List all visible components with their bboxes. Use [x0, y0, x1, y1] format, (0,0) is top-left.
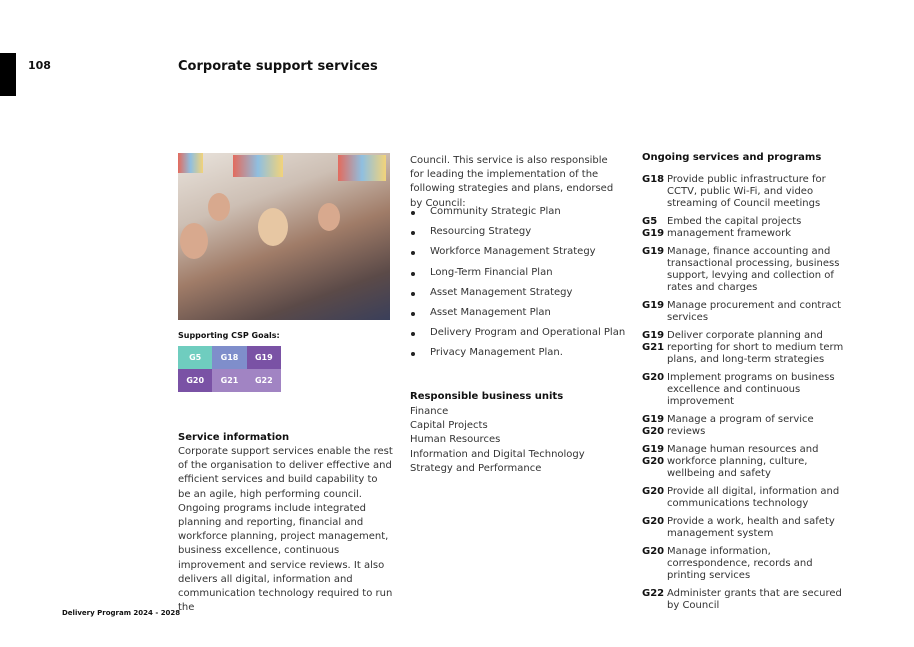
plan-item: Privacy Management Plan.	[410, 347, 625, 367]
ongoing-item: G19 Manage, finance accounting and transa…	[642, 246, 852, 294]
ongoing-item-text: Administer grants that are secured by Co…	[667, 588, 842, 611]
goal-codes: G20	[642, 372, 665, 383]
ongoing-heading: Ongoing services and programs	[642, 152, 822, 163]
ongoing-item: G5 G19 Embed the capital projects managem…	[642, 216, 852, 240]
plan-item: Asset Management Plan	[410, 307, 625, 327]
goal-codes: G19 G20	[642, 444, 665, 467]
ongoing-item: G20 Provide a work, health and safety man…	[642, 516, 852, 540]
business-unit: Capital Projects	[410, 420, 488, 432]
page-title: Corporate support services	[178, 59, 378, 74]
page-tab-marker	[0, 53, 16, 96]
ongoing-item: G20 Provide all digital, information and …	[642, 486, 852, 510]
page-number: 108	[28, 59, 51, 72]
business-unit: Strategy and Performance	[410, 462, 542, 474]
csp-goal-cell: G20	[178, 369, 213, 392]
ongoing-item: G19 G21 Deliver corporate planning and re…	[642, 330, 852, 366]
goal-codes: G19	[642, 246, 665, 257]
ongoing-item-text: Manage a program of service reviews	[667, 414, 814, 437]
ongoing-item-text: Provide public infrastructure for CCTV, …	[667, 174, 826, 209]
plans-list: Community Strategic Plan Resourcing Strat…	[410, 206, 625, 368]
plan-item: Delivery Program and Operational Plan	[410, 327, 625, 347]
ongoing-item-text: Manage human resources and workforce pla…	[667, 444, 819, 479]
csp-goal-cell: G5	[178, 346, 213, 369]
middle-intro: Council. This service is also responsibl…	[410, 155, 614, 209]
goal-codes: G22	[642, 588, 665, 599]
ongoing-item-text: Embed the capital projects management fr…	[667, 216, 802, 239]
goal-codes: G20	[642, 486, 665, 497]
csp-goal-cell: G19	[246, 346, 281, 369]
ongoing-item-text: Manage information, correspondence, reco…	[667, 546, 813, 581]
goal-codes: G18	[642, 174, 665, 185]
ongoing-item: G20 Implement programs on business excell…	[642, 372, 852, 408]
csp-goal-cell: G21	[212, 369, 247, 392]
ongoing-list: G18 Provide public infrastructure for CCT…	[642, 174, 852, 618]
plan-item: Workforce Management Strategy	[410, 246, 625, 266]
ongoing-item: G19 Manage procurement and contract servi…	[642, 300, 852, 324]
ongoing-item: G19 G20 Manage human resources and workfo…	[642, 444, 852, 480]
service-info-heading: Service information	[178, 432, 290, 443]
plan-item: Resourcing Strategy	[410, 226, 625, 246]
goal-codes: G5 G19	[642, 216, 665, 239]
plan-item: Long-Term Financial Plan	[410, 267, 625, 287]
csp-goals-label: Supporting CSP Goals:	[178, 331, 280, 340]
goal-codes: G19 G21	[642, 330, 665, 353]
plan-item: Community Strategic Plan	[410, 206, 625, 226]
goal-codes: G19	[642, 300, 665, 311]
ongoing-item: G18 Provide public infrastructure for CCT…	[642, 174, 852, 210]
ongoing-item-text: Provide a work, health and safety manage…	[667, 516, 835, 539]
goal-codes: G20	[642, 546, 665, 557]
goal-codes: G20	[642, 516, 665, 527]
ongoing-item: G20 Manage information, correspondence, r…	[642, 546, 852, 582]
goal-codes: G19 G20	[642, 414, 665, 437]
ongoing-item-text: Manage procurement and contract services	[667, 300, 841, 323]
plan-item: Asset Management Strategy	[410, 287, 625, 307]
csp-goals-grid: G5 G18 G19 G20 G21 G22	[178, 346, 281, 392]
footer: Delivery Program 2024 - 2028	[62, 609, 181, 617]
ongoing-item-text: Manage, finance accounting and transacti…	[667, 246, 840, 293]
units-list: Finance Capital Projects Human Resources In…	[410, 405, 585, 476]
business-unit: Human Resources	[410, 434, 501, 446]
ongoing-item-text: Provide all digital, information and com…	[667, 486, 840, 509]
meeting-photo	[178, 153, 390, 320]
ongoing-item: G19 G20 Manage a program of service revie…	[642, 414, 852, 438]
business-unit: Information and Digital Technology	[410, 448, 585, 460]
ongoing-item-text: Implement programs on business excellenc…	[667, 372, 835, 407]
csp-goal-cell: G18	[212, 346, 247, 369]
service-info-text: Corporate support services enable the re…	[178, 446, 393, 614]
units-heading: Responsible business units	[410, 391, 564, 402]
ongoing-item-text: Deliver corporate planning and reporting…	[667, 330, 844, 365]
csp-goal-cell: G22	[246, 369, 281, 392]
ongoing-item: G22 Administer grants that are secured by…	[642, 588, 852, 612]
business-unit: Finance	[410, 406, 449, 417]
